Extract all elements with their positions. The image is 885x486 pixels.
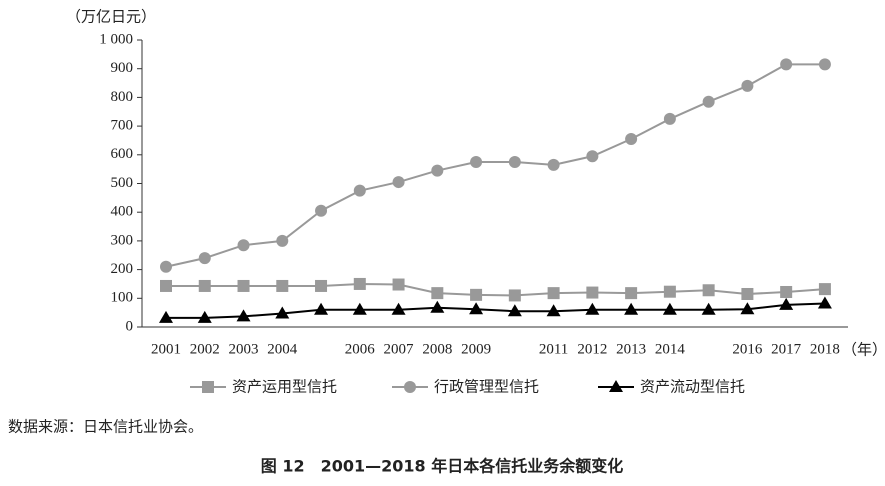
x-tick-label: 2007: [384, 341, 415, 357]
y-tick-label: 400: [111, 204, 134, 220]
y-tick-label: 0: [126, 318, 134, 334]
x-tick-label: 2017: [771, 341, 802, 357]
marker: [702, 284, 715, 297]
marker: [818, 58, 831, 71]
marker: [701, 302, 716, 315]
marker: [392, 176, 405, 189]
marker: [624, 302, 639, 315]
x-tick-label: 2008: [422, 341, 452, 357]
x-tick-label: 2014: [655, 341, 686, 357]
marker: [780, 285, 793, 298]
x-tick-label: 2006: [345, 341, 376, 357]
marker: [625, 287, 638, 300]
marker: [431, 164, 444, 177]
marker: [315, 204, 328, 217]
marker: [780, 58, 793, 71]
marker: [662, 302, 677, 315]
marker: [430, 300, 445, 313]
y-axis-label: （万亿日元）: [66, 8, 156, 26]
marker: [353, 184, 366, 197]
marker: [508, 155, 521, 168]
series-line: [166, 302, 825, 319]
legend-label: 行政管理型信托: [434, 378, 539, 396]
marker: [159, 310, 173, 323]
y-tick-label: 100: [111, 290, 134, 306]
y-tick-label: 800: [111, 89, 134, 105]
y-tick-label: 700: [111, 118, 134, 134]
marker: [547, 287, 560, 300]
marker: [625, 133, 638, 146]
marker: [276, 234, 289, 247]
y-tick-label: 600: [111, 146, 134, 162]
marker: [818, 283, 831, 296]
marker: [507, 304, 522, 317]
y-tick-label: 200: [111, 261, 134, 277]
marker: [586, 286, 599, 299]
y-tick-label: 900: [111, 60, 134, 76]
marker: [663, 112, 676, 125]
marker: [392, 278, 405, 291]
marker: [585, 302, 600, 315]
marker: [431, 287, 444, 300]
marker: [160, 260, 172, 273]
marker: [469, 302, 484, 315]
y-tick-label: 500: [111, 175, 134, 191]
marker: [470, 155, 483, 168]
marker: [609, 380, 623, 392]
x-tick-label: 2011: [539, 341, 568, 357]
series-line: [165, 63, 825, 268]
marker: [202, 381, 214, 393]
marker: [663, 285, 676, 298]
x-tick-label: 2004: [267, 341, 298, 357]
marker: [198, 279, 211, 292]
marker: [586, 150, 599, 163]
marker: [391, 302, 406, 315]
marker: [702, 95, 715, 108]
marker: [741, 79, 754, 92]
marker: [353, 277, 366, 290]
x-tick-label: 2013: [616, 341, 646, 357]
marker: [160, 279, 172, 292]
y-tick-label: 1 000: [99, 31, 133, 47]
chart-title: 图 12 2001—2018 年日本各信托业务余额变化: [261, 457, 623, 476]
x-tick-label: 2009: [461, 341, 491, 357]
marker: [741, 287, 754, 300]
legend-label: 资产运用型信托: [232, 378, 337, 396]
x-tick-label: 2003: [229, 341, 259, 357]
marker: [315, 279, 328, 292]
marker: [779, 297, 794, 310]
marker: [817, 296, 832, 309]
marker: [314, 302, 329, 315]
legend-label: 资产流动型信托: [640, 378, 745, 396]
marker: [740, 302, 755, 315]
marker: [547, 158, 560, 171]
marker: [470, 288, 483, 301]
source-note: 数据来源：日本信托业协会。: [8, 418, 203, 436]
marker: [236, 309, 251, 322]
x-tick-label: 2018: [810, 341, 840, 357]
marker: [352, 302, 367, 315]
marker: [197, 310, 212, 323]
marker: [546, 304, 561, 317]
marker: [198, 252, 211, 265]
x-tick-label: 2012: [577, 341, 607, 357]
marker: [237, 279, 250, 292]
x-tick-label: 2001: [151, 341, 181, 357]
marker: [404, 381, 416, 393]
marker: [276, 279, 289, 292]
series-line: [166, 282, 825, 297]
x-axis-label: （年）: [842, 341, 885, 359]
x-tick-label: 2002: [190, 341, 220, 357]
marker: [237, 239, 250, 252]
marker: [275, 306, 290, 319]
marker: [508, 289, 521, 302]
y-tick-label: 300: [111, 232, 134, 248]
x-tick-label: 2016: [732, 341, 763, 357]
